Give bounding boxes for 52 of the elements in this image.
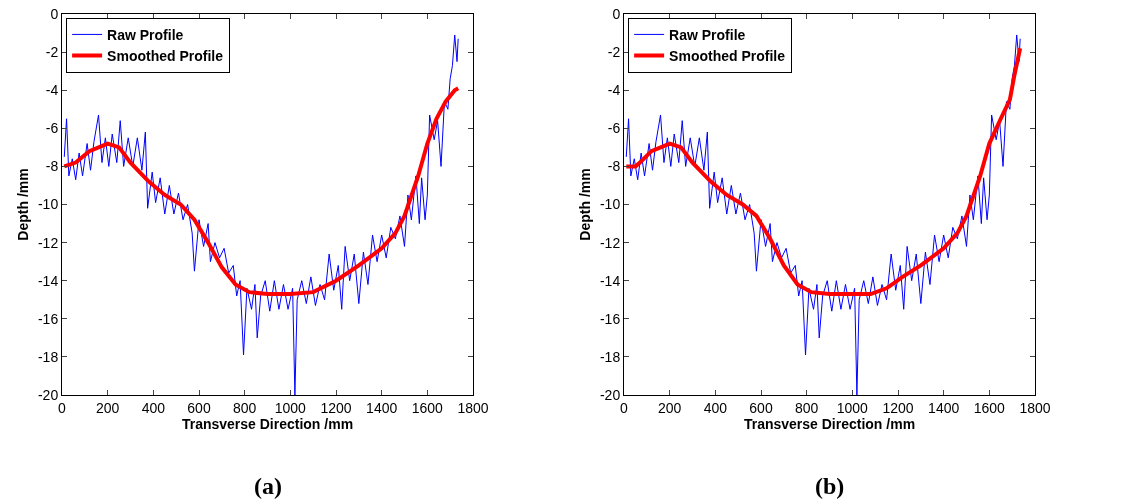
x-tick-label: 600 bbox=[187, 399, 211, 416]
y-tick-label: -18 bbox=[599, 348, 621, 365]
x-tick-label: 1600 bbox=[411, 399, 444, 416]
y-tick-label: -4 bbox=[607, 82, 621, 99]
y-tick-label: -14 bbox=[599, 272, 621, 289]
y-tick-label: -12 bbox=[37, 234, 59, 251]
y-axis-title: Depth /mm bbox=[576, 168, 593, 241]
x-tick-label: 1600 bbox=[973, 399, 1006, 416]
y-tick-label: -4 bbox=[45, 82, 59, 99]
x-tick-label: 1200 bbox=[882, 399, 914, 416]
y-tick-label: -2 bbox=[607, 44, 621, 60]
text: (a) bbox=[254, 473, 282, 499]
y-tick-label: -2 bbox=[45, 44, 59, 60]
x-tick-label: 1200 bbox=[320, 399, 352, 416]
x-tick-label: 800 bbox=[232, 399, 257, 416]
x-axis-title: Transverse Direction /mm bbox=[743, 415, 916, 432]
y-tick-label: -10 bbox=[37, 196, 59, 213]
y-tick-label: -6 bbox=[45, 120, 59, 137]
y-tick-label: 0 bbox=[50, 5, 59, 22]
x-tick-label: 400 bbox=[141, 399, 166, 416]
y-tick-label: -20 bbox=[37, 386, 59, 403]
x-tick-label: 1000 bbox=[274, 399, 307, 416]
text: (b) bbox=[815, 473, 845, 499]
x-tick-label: 1400 bbox=[928, 399, 960, 416]
y-tick-label: -8 bbox=[607, 158, 621, 175]
y-tick-label: -16 bbox=[599, 310, 621, 327]
y-tick-label: -12 bbox=[599, 234, 621, 251]
x-tick-label: 200 bbox=[95, 399, 120, 416]
x-tick-label: 200 bbox=[657, 399, 682, 416]
y-tick-label: -14 bbox=[37, 272, 59, 289]
x-tick-label: 400 bbox=[703, 399, 728, 416]
y-tick-label: -18 bbox=[37, 348, 59, 365]
legend-label: Raw Profile bbox=[669, 26, 746, 43]
y-tick-label: -16 bbox=[37, 310, 59, 327]
x-tick-label: 1000 bbox=[836, 399, 869, 416]
x-tick-label: 1800 bbox=[1019, 399, 1051, 416]
line-series bbox=[62, 86, 461, 297]
y-axis-title: Depth /mm bbox=[14, 168, 31, 241]
x-axis-title: Transverse Direction /mm bbox=[181, 415, 354, 432]
legend-label: Raw Profile bbox=[107, 26, 184, 43]
y-tick-label: -20 bbox=[599, 386, 621, 403]
x-tick-label: 600 bbox=[749, 399, 773, 416]
y-tick-label: -10 bbox=[599, 196, 621, 213]
line-series bbox=[624, 46, 1023, 297]
legend-label: Smoothed Profile bbox=[107, 48, 224, 65]
y-tick-label: 0 bbox=[612, 5, 621, 22]
y-tick-label: -6 bbox=[607, 120, 621, 137]
y-tick-label: -8 bbox=[45, 158, 59, 175]
legend-label: Smoothed Profile bbox=[669, 48, 786, 65]
x-tick-label: 800 bbox=[794, 399, 819, 416]
x-tick-label: 1400 bbox=[366, 399, 398, 416]
x-tick-label: 1800 bbox=[457, 399, 489, 416]
